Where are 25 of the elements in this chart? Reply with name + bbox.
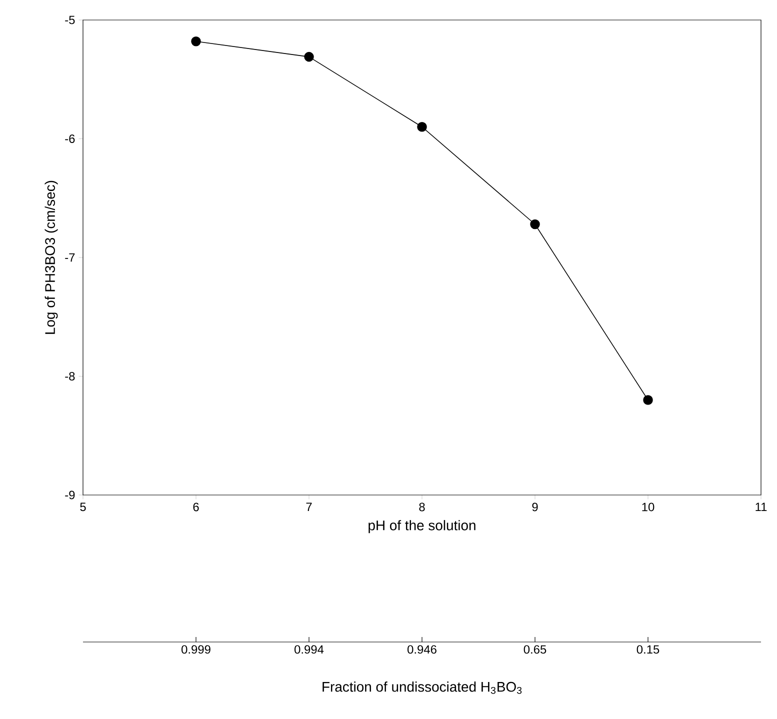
x2-axis-title: Fraction of undissociated H$_{3}$BO$_{3}$ [322,682,522,694]
x-tick-label: 8 [419,502,425,512]
x-axis-title: pH of the solution [368,520,476,534]
text: 0.65 [524,645,546,654]
x-tick-label: 5 [80,502,86,512]
point [643,395,653,405]
point [304,52,314,62]
point [417,122,427,132]
y-axis-title: Log of PH3BO3 (cm/sec) [44,180,58,334]
x-tick-label: 9 [532,502,538,512]
y-tick-label: -9 [65,490,75,500]
y-tick-label: -7 [65,253,75,262]
text: 0.946 [408,645,436,654]
x-tick-label: 11 [756,502,767,511]
text: 0.999 [182,645,210,654]
x-tick-label: 6 [193,502,199,512]
x-tick-label: 7 [306,502,312,511]
y-tick-label: -8 [65,372,75,380]
x-tick-label: 10 [642,502,654,512]
text: 0.15 [636,645,660,654]
text: 0.994 [294,645,324,654]
point [191,36,201,46]
y-tick-label: -5 [65,16,75,24]
point [530,219,540,230]
y-tick-label: -6 [65,134,75,143]
